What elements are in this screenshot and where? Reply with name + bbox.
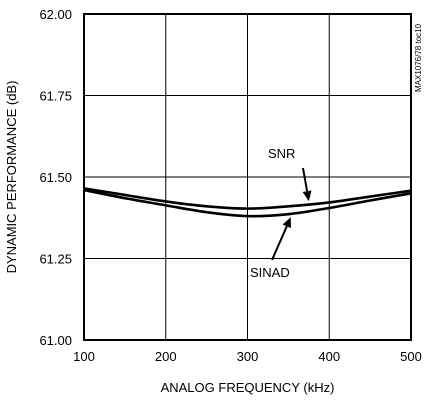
snr-arrow [302, 167, 309, 192]
x-tick-label: 300 [237, 349, 259, 364]
series-line-snr [83, 187, 412, 210]
sinad-arrow [271, 225, 288, 261]
x-tick-label: 500 [400, 349, 422, 364]
x-axis-title: ANALOG FREQUENCY (kHz) [161, 380, 335, 395]
y-tick-labels: 61.00 61.25 61.50 61.75 62.00 [39, 7, 72, 348]
grid [84, 14, 411, 340]
series-line-sinad [83, 188, 412, 218]
part-watermark: MAX1076/78 toc10 [414, 23, 423, 92]
sinad-label: SINAD [250, 265, 290, 280]
snr-annotation: SNR [268, 146, 312, 202]
y-tick-label: 62.00 [39, 7, 72, 22]
x-tick-label: 400 [318, 349, 340, 364]
y-tick-label: 61.75 [39, 89, 72, 104]
y-axis-title: DYNAMIC PERFORMANCE (dB) [4, 81, 19, 274]
x-tick-label: 100 [73, 349, 95, 364]
sinad-annotation: SINAD [250, 217, 291, 280]
y-tick-label: 61.00 [39, 333, 72, 348]
sinad-arrowhead [282, 217, 291, 229]
series-layer [83, 187, 412, 218]
y-tick-label: 61.50 [39, 170, 72, 185]
y-tick-label: 61.25 [39, 252, 72, 267]
snr-arrowhead [302, 190, 312, 202]
x-tick-label: 200 [155, 349, 177, 364]
x-tick-labels: 100 200 300 400 500 [73, 349, 422, 364]
snr-label: SNR [268, 146, 295, 161]
plot-frame [83, 13, 412, 341]
